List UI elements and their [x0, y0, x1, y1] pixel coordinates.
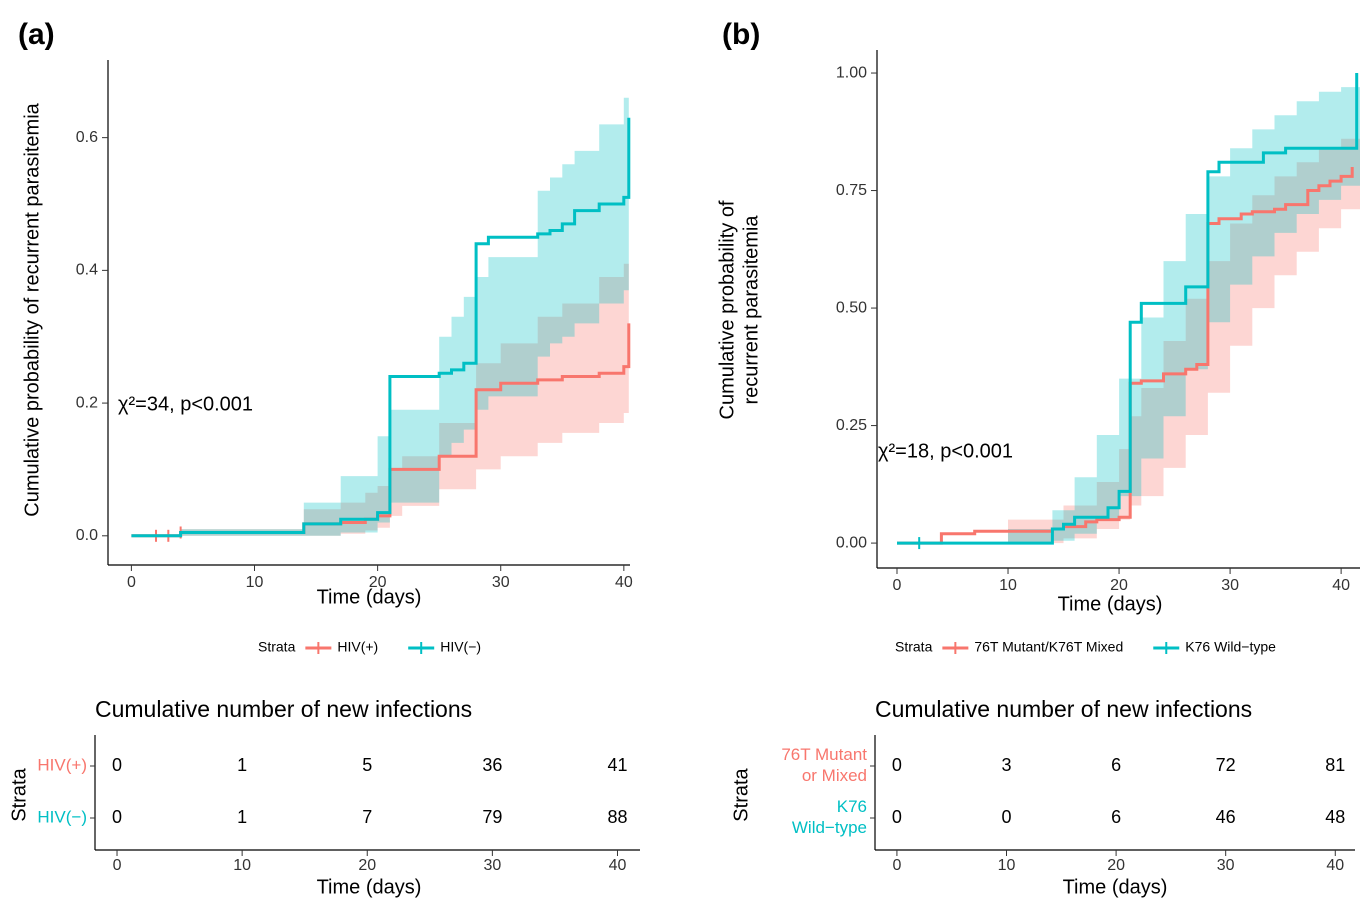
row-label: 76T Mutant	[781, 745, 867, 764]
x-tick-label: 30	[1221, 577, 1239, 594]
table-value: 88	[607, 807, 627, 827]
x-tick-label: 0	[893, 577, 902, 594]
row-label: HIV(+)	[37, 755, 87, 774]
table-title: Cumulative number of new infections	[875, 696, 1252, 722]
table-value: 0	[112, 807, 122, 827]
x-tick-label: 20	[358, 857, 376, 874]
x-tick-label: 10	[998, 857, 1016, 874]
table-value: 81	[1325, 755, 1345, 775]
x-axis-label: Time (days)	[317, 876, 422, 898]
y-axis-label: Cumulative probability of recurrent para…	[21, 102, 43, 516]
table-value: 3	[1001, 755, 1011, 775]
x-tick-label: 10	[999, 577, 1017, 594]
legend-label: K76 Wild−type	[1185, 639, 1276, 655]
table-value: 1	[237, 807, 247, 827]
y-axis-label: Strata	[730, 767, 752, 821]
confidence-band	[1008, 129, 1360, 544]
y-tick-label: 1.00	[836, 64, 867, 81]
x-tick-label: 10	[246, 574, 264, 591]
y-tick-label: 0.00	[836, 534, 867, 551]
x-tick-label: 30	[1217, 857, 1235, 874]
panel-label: (a)	[18, 18, 55, 51]
legend-label: HIV(−)	[440, 639, 481, 655]
x-tick-label: 30	[483, 857, 501, 874]
x-axis-label: Time (days)	[1063, 876, 1168, 898]
table-value: 41	[607, 755, 627, 775]
x-tick-label: 30	[492, 574, 510, 591]
y-tick-label: 0.25	[836, 417, 867, 434]
table-value: 0	[112, 755, 122, 775]
legend-title: Strata	[258, 639, 296, 655]
x-tick-label: 20	[1107, 857, 1125, 874]
y-axis-label: Cumulative probability of	[716, 200, 738, 419]
x-tick-label: 40	[1332, 577, 1350, 594]
y-tick-label: 0.2	[76, 394, 98, 411]
survival-step	[131, 117, 631, 538]
x-tick-label: 40	[609, 857, 627, 874]
table-value: 72	[1216, 755, 1236, 775]
table-value: 6	[1111, 755, 1121, 775]
table-value: 36	[482, 755, 502, 775]
row-label: Wild−type	[792, 818, 867, 837]
annotation: χ²=34, p<0.001	[118, 393, 253, 415]
confidence-band	[1008, 82, 1360, 544]
x-tick-label: 40	[1326, 857, 1344, 874]
annotation: χ²=18, p<0.001	[878, 440, 1013, 462]
table-value: 1	[237, 755, 247, 775]
x-tick-label: 0	[127, 574, 136, 591]
table-value: 46	[1216, 807, 1236, 827]
confidence-band	[131, 250, 629, 536]
table-value: 7	[362, 807, 372, 827]
y-axis-label: recurrent parasitemia	[740, 215, 762, 405]
x-tick-label: 20	[1110, 577, 1128, 594]
table-value: 79	[482, 807, 502, 827]
x-tick-label: 0	[113, 857, 122, 874]
confidence-band	[131, 84, 629, 536]
table-value: 48	[1325, 807, 1345, 827]
legend-title: Strata	[895, 639, 933, 655]
panel-label: (b)	[722, 18, 760, 51]
y-tick-label: 0.6	[76, 129, 98, 146]
x-tick-label: 40	[615, 574, 633, 591]
table-title: Cumulative number of new infections	[95, 696, 472, 722]
row-label: K76	[837, 797, 867, 816]
legend-label: HIV(+)	[337, 639, 378, 655]
table-value: 0	[892, 807, 902, 827]
row-label: or Mixed	[802, 766, 867, 785]
row-label: HIV(−)	[37, 807, 87, 826]
table-value: 6	[1111, 807, 1121, 827]
legend-label: 76T Mutant/K76T Mixed	[974, 639, 1123, 655]
y-tick-label: 0.75	[836, 182, 867, 199]
y-tick-label: 0.0	[76, 527, 98, 544]
y-tick-label: 0.4	[76, 262, 98, 279]
y-tick-label: 0.50	[836, 299, 867, 316]
table-value: 0	[892, 755, 902, 775]
survival-step	[897, 73, 1359, 545]
x-tick-label: 0	[892, 857, 901, 874]
table-value: 0	[1001, 807, 1011, 827]
table-value: 5	[362, 755, 372, 775]
x-axis-label: Time (days)	[317, 586, 422, 608]
x-axis-label: Time (days)	[1058, 593, 1163, 615]
y-axis-label: Strata	[8, 767, 30, 821]
x-tick-label: 10	[233, 857, 251, 874]
x-tick-label: 20	[369, 574, 387, 591]
